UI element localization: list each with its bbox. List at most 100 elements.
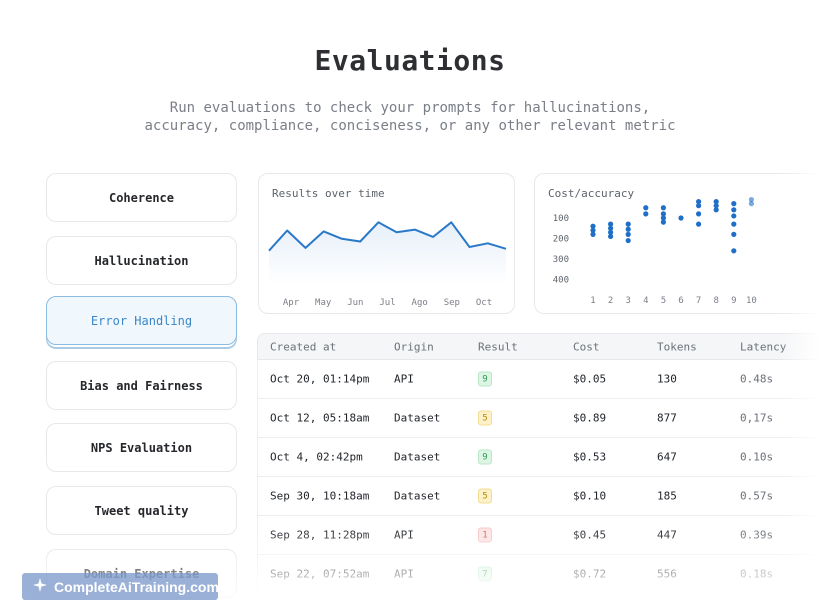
x-tick-label: 4 [643,296,648,306]
scatter-point [590,227,596,233]
table-cell-latency: 0.10s [740,450,774,464]
x-tick-label: 6 [678,296,683,306]
table-cell-latency: 0,17s [740,411,774,425]
scatter-point [625,237,631,244]
scatter-point [731,201,737,207]
x-tick-label: 1 [590,296,595,306]
table-row[interactable]: Sep 30, 10:18am Dataset 5 $0.10 185 0.57s [257,477,820,516]
column-header-cost[interactable]: Cost [573,340,600,353]
table-cell-tokens: 447 [657,528,677,542]
table-cell-result: 1 [478,527,492,543]
table-cell-origin: Dataset [394,450,441,464]
scatter-point [590,231,596,237]
sidebar-item-label: Tweet quality [94,503,189,518]
column-header-origin[interactable]: Origin [394,340,434,353]
sidebar-item-label: Coherence [108,190,175,205]
x-tick-label: Oct [476,298,492,308]
scatter-point [731,248,737,254]
sidebar-item-error-handling[interactable]: Error Handling [46,296,237,345]
table-cell-cost: $0.10 [573,489,607,503]
sidebar-item-tweet-quality[interactable]: Tweet quality [46,486,237,535]
scatter-point [696,199,702,205]
table-cell-origin: API [394,528,414,542]
table-cell-origin: Dataset [394,489,441,503]
table-cell-cost: $0.72 [573,567,607,581]
table-cell-tokens: 185 [657,489,677,503]
scatter-point [713,207,719,213]
table-cell-origin: Dataset [394,411,441,425]
table-cell-latency: 0.48s [740,372,774,386]
x-tick-label: 3 [625,296,630,306]
column-header-result[interactable]: Result [478,340,518,353]
table-cell-created: Oct 12, 05:18am [270,411,370,425]
sidebar-item-label: NPS Evaluation [90,440,193,455]
y-tick-label: 300 [553,255,569,265]
scatter-point [731,213,737,219]
table-cell-result: 9 [478,371,492,387]
result-badge: 9 [478,449,492,465]
subtitle-line-2: accuracy, compliance, conciseness, or an… [144,118,676,134]
table-cell-created: Oct 20, 01:14pm [270,372,370,386]
page-subtitle: Run evaluations to check your prompts fo… [0,99,820,135]
y-tick-label: 100 [553,214,569,224]
scatter-point [608,233,614,240]
results-over-time-card: Results over time Apr May Jun Jul Ago Sep Oct [258,173,515,314]
cost-card-title: Cost/accuracy [548,187,635,200]
table-row[interactable]: Oct 20, 01:14pm API 9 $0.05 130 0.48s [257,360,820,399]
table-cell-latency: 0.57s [740,489,774,503]
table-body: Oct 20, 01:14pm API 9 $0.05 130 0.48s Oct 12, … [257,360,820,594]
subtitle-line-1: Run evaluations to check your prompts fo… [169,100,651,116]
results-card-title: Results over time [272,187,385,200]
sidebar-item-label: Error Handling [90,313,193,328]
table-cell-result: 7 [478,566,492,582]
x-tick-label: 10 [746,296,757,306]
scatter-point [643,211,649,217]
x-tick-label: Sep [444,298,460,308]
table-cell-cost: $0.53 [573,450,607,464]
table-row[interactable]: Oct 4, 02:42pm Dataset 9 $0.53 647 0.10s [257,438,820,477]
x-tick-label: 9 [731,296,736,306]
sidebar-item-hallucination[interactable]: Hallucination [46,236,237,285]
scatter-point [625,226,631,232]
sidebar-item-bias-and-fairness[interactable]: Bias and Fairness [46,361,237,410]
page-title: Evaluations [314,44,506,77]
column-header-created-at[interactable]: Created at [270,340,337,353]
table-row[interactable]: Oct 12, 05:18am Dataset 5 $0.89 877 0,17s [257,399,820,438]
x-tick-label: 5 [661,296,666,306]
sidebar-item-nps-evaluation[interactable]: NPS Evaluation [46,423,237,472]
result-badge: 1 [478,527,492,543]
table-cell-latency: 0.39s [740,528,774,542]
table-cell-created: Sep 30, 10:18am [270,489,370,503]
scatter-point [660,205,666,211]
table-cell-tokens: 130 [657,372,677,386]
scatter-point [731,231,737,237]
table-cell-cost: $0.45 [573,528,607,542]
column-header-tokens[interactable]: Tokens [657,340,697,353]
table-row[interactable]: Sep 22, 07:52am API 7 $0.72 556 0.18s [257,555,820,594]
scatter-point [731,207,737,213]
scatter-point [625,221,631,227]
table-cell-origin: API [394,567,414,581]
scatter-point [660,215,666,221]
scatter-point [748,196,754,203]
x-tick-label: 2 [608,296,613,306]
scatter-point [660,211,666,217]
table-row[interactable]: Sep 28, 11:28pm API 1 $0.45 447 0.39s [257,516,820,555]
sidebar-item-coherence[interactable]: Coherence [46,173,237,222]
table-header: Created at Origin Result Cost Tokens Lat… [257,333,820,360]
sidebar-item-label: Bias and Fairness [80,378,203,393]
x-tick-label: Jul [379,298,395,308]
scatter-point [731,221,737,227]
scatter-point [696,211,702,217]
scatter-point [713,203,719,209]
result-badge: 7 [478,566,492,582]
x-tick-label: 8 [713,296,718,306]
result-badge: 5 [478,488,492,504]
scatter-point [713,199,719,205]
column-header-latency[interactable]: Latency [740,340,787,353]
sparkle-icon [32,577,48,596]
x-tick-label: 7 [696,296,701,306]
results-line-chart: Apr May Jun Jul Ago Sep Oct [268,221,507,308]
table-cell-cost: $0.89 [573,411,607,425]
watermark-logo: CompleteAiTraining.com [22,573,219,600]
